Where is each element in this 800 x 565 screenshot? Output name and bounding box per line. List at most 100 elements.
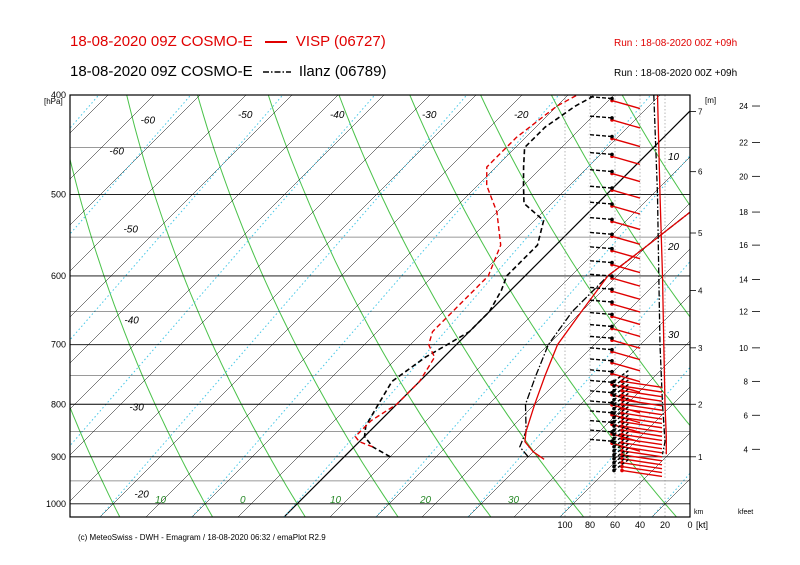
isotherm bbox=[70, 95, 385, 410]
visp-wind-arrow bbox=[611, 220, 641, 231]
ilanz-wind-arrow-dot bbox=[610, 134, 614, 139]
title-ilanz-run: 18-08-2020 09Z COSMO-E Ilanz (06789) bbox=[70, 63, 386, 80]
ilanz-wind-arrow-low bbox=[613, 396, 631, 410]
mixing-ratio-line bbox=[70, 95, 100, 129]
ilanz-wind-arrow-low bbox=[613, 400, 631, 414]
visp-wind-arrow bbox=[611, 249, 641, 260]
ilanz-wind-arrow-low bbox=[613, 378, 631, 392]
visp-wind-arrow bbox=[611, 205, 641, 215]
isotherm bbox=[70, 95, 247, 272]
ilanz-wind-arrow bbox=[587, 216, 613, 221]
ilanz-wind-arrow bbox=[587, 231, 613, 235]
visp-wind-arrow bbox=[611, 383, 641, 393]
ilanz-wind-arrow bbox=[587, 185, 613, 189]
ilanz-wind-arrow bbox=[587, 389, 613, 394]
kfeet-tick-label: 24 bbox=[739, 102, 748, 111]
kfeet-tick-label: 12 bbox=[739, 308, 748, 317]
visp-wind-arrow bbox=[611, 315, 641, 326]
pressure-tick-label: 400 bbox=[51, 90, 66, 100]
visp-wind-arrow-low-dot bbox=[620, 464, 624, 469]
ilanz-wind-arrow-low bbox=[613, 442, 631, 456]
dry-adiabat bbox=[70, 157, 214, 517]
ilanz-wind-arrow-low-dot bbox=[612, 449, 616, 453]
ilanz-wind-arrow bbox=[587, 379, 613, 383]
isotherm bbox=[70, 95, 201, 226]
visp-wind-arrow bbox=[611, 119, 641, 129]
ilanz-wind-arrow bbox=[587, 419, 613, 424]
ilanz-wind-arrow-dot bbox=[610, 96, 614, 101]
visp-wind-arrow-low-dot bbox=[620, 415, 624, 420]
visp-wind-arrow bbox=[611, 99, 641, 110]
ilanz-wind-arrow bbox=[587, 259, 613, 264]
footer-copyright: (c) MeteoSwiss - DWH - Emagram / 18-08-2… bbox=[78, 533, 326, 542]
ilanz-wind-arrow bbox=[587, 286, 613, 290]
ilanz-wind-arrow-low bbox=[613, 454, 631, 468]
dry-adiabat bbox=[0, 95, 27, 517]
dry-adiabat bbox=[197, 95, 399, 517]
isotherm bbox=[0, 95, 16, 517]
visp-wind-arrow-low bbox=[621, 403, 663, 411]
ilanz-wind-arrow-low-dot bbox=[612, 388, 616, 393]
ilanz-wind-arrow-low bbox=[613, 391, 631, 405]
kfeet-unit-label: kfeet bbox=[738, 509, 753, 516]
wind-tick-label: 100 bbox=[557, 520, 572, 530]
ilanz-wind-arrow-dot bbox=[610, 152, 614, 157]
ilanz-wind-arrow-dot bbox=[610, 217, 614, 222]
ilanz-wind-arrow bbox=[587, 311, 613, 316]
mixing-ratio-line bbox=[70, 95, 284, 341]
pressure-tick-label: 600 bbox=[51, 271, 66, 281]
isotherm-label: -30 bbox=[129, 403, 144, 414]
visp-wind-arrow-low-dot bbox=[620, 419, 624, 424]
visp-wind-arrow-low-dot bbox=[620, 384, 624, 388]
ilanz-wind-arrow-low-dot bbox=[612, 393, 616, 398]
isotherm bbox=[70, 95, 431, 456]
ilanz-wind-arrow-low-dot bbox=[612, 464, 616, 469]
isotherm-label: -20 bbox=[514, 110, 529, 121]
ilanz-wind-arrow-low-dot bbox=[612, 440, 616, 445]
ilanz-wind-arrow-low-dot bbox=[612, 468, 616, 473]
visp-wind-arrow-low bbox=[621, 442, 663, 450]
title-ilanz-date: 18-08-2020 09Z COSMO-E bbox=[70, 63, 253, 80]
ilanz-wind-arrow-dot bbox=[610, 202, 614, 206]
bottom-temperature-label: 10 bbox=[330, 495, 342, 506]
isotherm bbox=[790, 95, 800, 517]
height-tick-label: 4 bbox=[698, 287, 703, 296]
wind-tick-label: 20 bbox=[660, 520, 670, 530]
visp-wind-arrow bbox=[611, 290, 641, 300]
ilanz-wind-arrow bbox=[587, 273, 613, 277]
ilanz-wind-arrow bbox=[587, 346, 613, 351]
visp-wind-arrow bbox=[611, 235, 641, 245]
dry-adiabat bbox=[267, 95, 492, 517]
ilanz-wind-arrow-low bbox=[613, 446, 631, 460]
visp-wind-arrow-low bbox=[621, 433, 663, 442]
visp-wind-arrow-low bbox=[621, 421, 663, 429]
dry-adiabat bbox=[409, 95, 677, 517]
visp-wind-arrow-low bbox=[621, 465, 663, 474]
visp-wind-arrow-low bbox=[621, 462, 663, 470]
wind-tick-label: 40 bbox=[635, 520, 645, 530]
isotherm-label: -40 bbox=[124, 316, 139, 327]
ilanz-wind-arrow bbox=[587, 168, 613, 173]
ilanz-wind-arrow-dot bbox=[610, 186, 614, 190]
isotherm bbox=[70, 95, 293, 318]
ilanz-wind-arrow-low bbox=[613, 387, 631, 401]
pressure-tick-label: 500 bbox=[51, 190, 66, 200]
pressure-tick-label: 1000 bbox=[46, 499, 66, 509]
visp-wind-arrow bbox=[611, 137, 641, 148]
visp-wind-arrow bbox=[611, 423, 641, 434]
isotherm bbox=[559, 386, 690, 517]
pressure-unit-label: [hPa] bbox=[44, 97, 63, 106]
mixing-ratio-line bbox=[744, 95, 800, 517]
visp-wind-arrow-low bbox=[621, 412, 663, 420]
mixing-ratio-line bbox=[70, 95, 192, 235]
ilanz-wind-arrow bbox=[587, 323, 613, 328]
km-unit-label: km bbox=[694, 509, 704, 516]
height-tick-label: 2 bbox=[698, 400, 703, 409]
mixing-ratio-line bbox=[0, 95, 7, 517]
bottom-temperature-label: 30 bbox=[508, 495, 520, 506]
ilanz-wind-arrow-dot bbox=[610, 324, 614, 329]
ilanz-wind-arrow-low bbox=[613, 382, 631, 396]
ilanz-wind-arrow-low-dot bbox=[612, 411, 616, 415]
visp-wind-arrow-low bbox=[621, 469, 663, 478]
visp-wind-arrow-low-dot bbox=[620, 406, 624, 411]
